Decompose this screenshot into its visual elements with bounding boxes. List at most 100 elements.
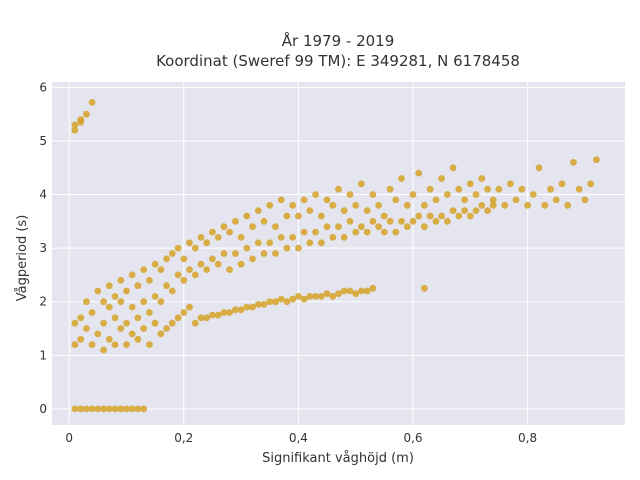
- data-point: [575, 185, 583, 193]
- data-point: [146, 276, 153, 284]
- data-point: [295, 244, 302, 252]
- data-point: [163, 325, 171, 332]
- data-point: [140, 325, 148, 332]
- data-point: [197, 260, 205, 268]
- data-point: [117, 298, 125, 306]
- data-point: [558, 180, 566, 188]
- data-point: [426, 185, 434, 193]
- data-point: [369, 284, 377, 292]
- data-point: [197, 234, 205, 241]
- data-point: [146, 341, 153, 348]
- data-point: [237, 260, 245, 268]
- data-point: [77, 335, 85, 343]
- data-point: [232, 217, 239, 225]
- data-point: [220, 250, 228, 257]
- data-point: [83, 405, 90, 413]
- grid: [52, 82, 625, 425]
- y-tick-label: 5: [39, 134, 47, 148]
- data-point: [209, 311, 216, 319]
- data-point: [140, 266, 148, 273]
- data-point: [83, 298, 90, 306]
- data-point: [466, 212, 474, 220]
- data-point: [226, 266, 234, 273]
- data-point: [209, 228, 216, 236]
- data-point: [105, 405, 113, 413]
- data-point: [140, 298, 148, 306]
- data-point: [317, 212, 325, 220]
- data-point: [300, 196, 308, 204]
- data-point: [306, 239, 314, 247]
- data-point: [283, 298, 291, 306]
- data-point: [466, 180, 474, 188]
- data-point: [243, 212, 251, 220]
- data-point: [535, 164, 543, 172]
- data-point: [323, 196, 331, 204]
- y-tick-label: 0: [39, 402, 47, 416]
- data-point: [518, 185, 526, 193]
- data-point: [123, 405, 130, 413]
- data-point: [128, 405, 136, 413]
- data-point: [421, 284, 428, 292]
- data-point: [174, 271, 182, 279]
- data-point: [111, 405, 119, 413]
- data-point: [111, 314, 119, 322]
- data-point: [358, 287, 365, 295]
- data-point: [220, 223, 228, 231]
- data-point: [392, 196, 400, 204]
- data-point: [100, 298, 107, 306]
- y-tick-label: 1: [39, 348, 47, 362]
- y-axis-title: Vågperiod (s): [15, 215, 30, 302]
- data-point: [484, 185, 491, 193]
- data-point: [191, 271, 199, 279]
- data-point: [214, 234, 222, 241]
- x-tick-label: 0,2: [174, 431, 193, 445]
- data-point: [226, 228, 234, 236]
- chart-subtitle: Koordinat (Sweref 99 TM): E 349281, N 61…: [156, 52, 520, 70]
- data-point: [71, 341, 79, 348]
- data-point: [478, 175, 486, 182]
- data-point: [472, 191, 480, 198]
- data-point: [277, 234, 285, 241]
- data-point: [266, 298, 274, 306]
- data-point: [455, 212, 463, 220]
- data-point: [180, 255, 188, 263]
- data-point: [564, 201, 572, 209]
- data-point: [186, 266, 193, 273]
- data-point: [489, 196, 497, 204]
- data-point: [277, 196, 285, 204]
- data-point: [243, 244, 251, 252]
- data-point: [254, 301, 262, 308]
- data-point: [352, 228, 360, 236]
- y-tick-label: 4: [39, 188, 47, 202]
- data-point: [88, 99, 96, 106]
- data-point: [128, 303, 136, 311]
- plot-background: [52, 82, 625, 425]
- data-point: [289, 201, 297, 209]
- data-point: [375, 201, 382, 209]
- data-point: [323, 290, 331, 298]
- data-point: [587, 180, 594, 188]
- data-point: [386, 217, 394, 225]
- x-axis-ticks: 0 0,2 0,4 0,6 0,8: [65, 431, 537, 445]
- data-point: [180, 309, 188, 316]
- data-point: [134, 335, 142, 343]
- data-point: [111, 341, 119, 348]
- data-point: [168, 250, 176, 257]
- data-point: [203, 314, 211, 322]
- data-point: [232, 306, 239, 314]
- data-point: [83, 325, 90, 332]
- data-point: [455, 185, 463, 193]
- data-point: [478, 201, 486, 209]
- data-point: [363, 228, 371, 236]
- data-point: [88, 309, 96, 316]
- data-point: [340, 287, 348, 295]
- data-point: [266, 201, 274, 209]
- data-point: [570, 159, 577, 166]
- data-point: [552, 196, 560, 204]
- data-point: [421, 223, 428, 231]
- data-point: [398, 217, 405, 225]
- data-point: [512, 196, 520, 204]
- data-point: [71, 126, 79, 134]
- x-axis-title: Signifikant våghöjd (m): [262, 451, 414, 466]
